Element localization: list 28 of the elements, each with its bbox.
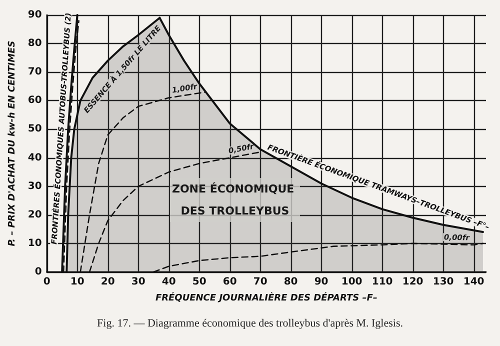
- x-tick-label: 10: [70, 276, 84, 288]
- y-tick-label: 40: [28, 152, 42, 164]
- x-tick-label: 60: [222, 276, 237, 288]
- x-tick-label: 80: [284, 276, 298, 288]
- x-tick-label: 110: [372, 276, 393, 288]
- x-tick-label: 130: [432, 276, 454, 288]
- x-tick-label: 50: [192, 276, 206, 288]
- x-tick-label: 70: [253, 276, 268, 288]
- y-tick-label: 80: [28, 38, 42, 50]
- x-axis-title: FRÉQUENCE JOURNALIÈRE DES DÉPARTS –F–: [155, 292, 378, 304]
- x-tick-label: 0: [43, 276, 50, 288]
- x-tick-label: 120: [402, 276, 424, 288]
- x-tick-label: 20: [100, 276, 115, 288]
- y-tick-label: 50: [28, 124, 42, 135]
- y-tick-label: 20: [28, 209, 42, 220]
- x-tick-label: 30: [131, 276, 146, 288]
- y-tick-label: 10: [28, 238, 42, 249]
- y-tick-label: 30: [28, 180, 42, 192]
- y-tick-label: 60: [28, 95, 42, 106]
- x-tick-label: 90: [314, 276, 328, 288]
- x-tick-label: 100: [341, 276, 362, 288]
- text: Fig. 17. — Diagramme économique des trolleybus d'après M. Iglesis.: [97, 318, 404, 330]
- y-tick-label: 0: [34, 266, 42, 278]
- y-axis-title: P. – PRIX D'ACHAT DU kw-h EN CENTIMES: [8, 40, 18, 246]
- y-tick-label: 90: [28, 10, 42, 20]
- y-tick-label: 70: [28, 66, 42, 78]
- x-tick-label: 40: [162, 276, 176, 288]
- x-tick-label: 140: [463, 276, 484, 288]
